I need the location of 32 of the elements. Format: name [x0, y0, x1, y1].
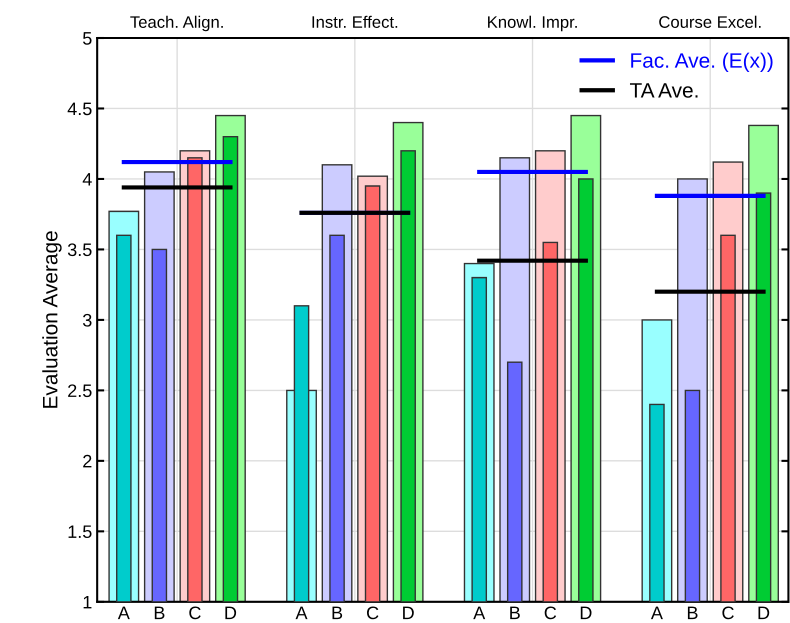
x-tick-label: B [154, 606, 164, 620]
text: Teach. Align. [130, 16, 223, 32]
x-tick-label: A [296, 606, 308, 620]
x-tick-label: B [332, 606, 342, 620]
y-tick-label: 5 [82, 32, 92, 45]
y-tick-label: 3.5 [68, 243, 92, 256]
legend-label: TA Ave. [630, 83, 698, 98]
x-tick-label: D [580, 606, 592, 620]
y-tick-label: 1 [84, 596, 92, 608]
x-tick-label: D [403, 606, 414, 620]
y-axis-title: Evaluation Average [42, 231, 62, 408]
y-tick-label: 4.5 [68, 102, 92, 116]
x-tick-label: C [367, 606, 378, 620]
x-tick-label: A [650, 606, 663, 620]
x-tick-label: C [544, 606, 556, 620]
x-tick-label: C [722, 606, 734, 620]
y-tick-label: 4 [82, 173, 92, 186]
text: Instr. Effect. [312, 16, 398, 28]
x-tick-label: B [688, 606, 698, 620]
y-tick-label: 2.5 [68, 384, 92, 398]
x-tick-label: D [758, 606, 770, 620]
y-tick-label: 2 [83, 454, 92, 468]
x-tick-label: A [118, 606, 130, 620]
y-tick-label: 3 [82, 314, 92, 327]
text: Course Excel. [659, 16, 761, 28]
x-tick-label: B [510, 606, 520, 620]
x-tick-label: D [225, 606, 236, 620]
x-tick-label: A [473, 606, 486, 620]
x-tick-label: C [189, 606, 201, 620]
y-tick-label: 1.5 [68, 525, 92, 538]
legend-label: Fac. Ave. (E(x)) [631, 52, 773, 72]
text: Knowl. Impr. [488, 16, 577, 32]
